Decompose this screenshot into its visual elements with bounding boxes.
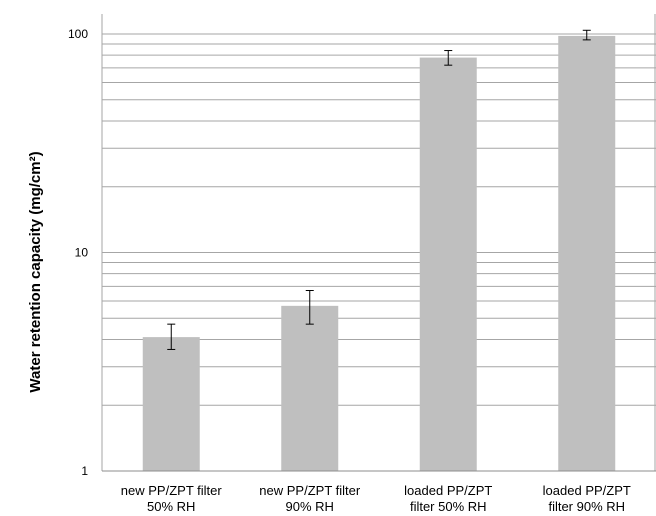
y-tick-label: 1 — [81, 464, 88, 478]
bar — [558, 35, 616, 471]
y-tick-labels: 1 10 100 — [68, 27, 88, 478]
error-bar — [167, 323, 176, 350]
y-tick-label: 10 — [75, 246, 89, 260]
bar — [281, 305, 339, 471]
x-tick-label: filter 50% RH — [410, 499, 487, 514]
x-tick-label: 90% RH — [286, 499, 334, 514]
x-tick-label: filter 90% RH — [548, 499, 625, 514]
bars — [142, 35, 616, 471]
x-tick-label: loaded PP/ZPT — [543, 483, 631, 498]
y-tick-label: 100 — [68, 27, 88, 41]
y-axis-title: Water retention capacity (mg/cm²) — [27, 151, 44, 392]
error-bar — [444, 50, 453, 66]
error-bars — [167, 29, 591, 350]
bar — [419, 57, 477, 471]
x-tick-label: new PP/ZPT filter — [259, 483, 361, 498]
x-tick-label: 50% RH — [147, 499, 195, 514]
x-tick-label: loaded PP/ZPT — [404, 483, 492, 498]
x-tick-label: new PP/ZPT filter — [121, 483, 223, 498]
bar — [142, 337, 200, 471]
error-bar — [305, 290, 314, 325]
error-bar — [582, 29, 591, 41]
